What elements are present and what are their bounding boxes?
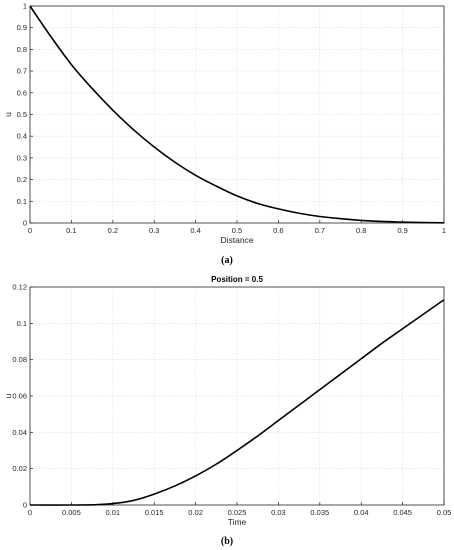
chart-b-ytick-label-6: 0.12 xyxy=(12,283,27,292)
chart-a-xtick-label-2: 0.2 xyxy=(108,226,118,235)
chart-a-xtick-label-8: 0.8 xyxy=(356,226,366,235)
chart-a-series-line xyxy=(29,5,445,224)
chart-a-ytick-label-6: 0.6 xyxy=(17,88,27,97)
chart-b-ytick-label-1: 0.02 xyxy=(12,464,27,473)
chart-a-xtick-label-10: 1 xyxy=(442,226,446,235)
chart-b-ytick-label-5: 0.1 xyxy=(17,319,27,328)
chart-a-xtick-label-1: 0.1 xyxy=(66,226,76,235)
chart-a-ytick-label-2: 0.2 xyxy=(17,175,27,184)
chart-b-xtick-label-3: 0.015 xyxy=(145,508,164,517)
chart-a-ytick-label-7: 0.7 xyxy=(17,67,27,76)
chart-b-xtick-label-5: 0.025 xyxy=(228,508,247,517)
chart-b-ytick-label-0: 0 xyxy=(23,501,27,510)
chart-b-ylabel: u xyxy=(3,393,13,398)
chart-a-xtick-label-3: 0.3 xyxy=(149,226,159,235)
chart-a: 0 0.1 0.2 0.3 0.4 0.5 0.6 0.7 0.8 0.9 1 0 0.1 0.2 0.3 0… xyxy=(3,2,446,267)
chart-b-xtick-label-4: 0.02 xyxy=(188,508,203,517)
chart-a-ytick-label-8: 0.8 xyxy=(17,45,27,54)
chart-b-title: Position = 0.5 xyxy=(211,275,263,284)
chart-a-ylabel: u xyxy=(3,112,13,117)
chart-a-caption: (a) xyxy=(221,255,233,266)
chart-b-ytick-label-3: 0.06 xyxy=(12,392,27,401)
chart-b-xtick-label-7: 0.035 xyxy=(310,508,329,517)
chart-b-xtick-label-0: 0 xyxy=(28,508,32,517)
chart-a-ytick-label-10: 1 xyxy=(23,2,27,11)
chart-a-ytick-label-3: 0.3 xyxy=(17,153,27,162)
chart-a-gridlines xyxy=(29,5,445,224)
chart-b: Position = 0.5 0 0.005 0.01 0.015 0.02 0.025 0… xyxy=(3,275,451,547)
chart-b-xtick-label-1: 0.005 xyxy=(62,508,81,517)
chart-b-ytick-label-2: 0.04 xyxy=(12,428,27,437)
chart-b-xtick-label-8: 0.04 xyxy=(354,508,369,517)
chart-a-ytick-label-1: 0.1 xyxy=(17,197,27,206)
chart-b-xtick-label-10: 0.05 xyxy=(437,508,452,517)
chart-a-ticks: 0 0.1 0.2 0.3 0.4 0.5 0.6 0.7 0.8 0.9 1 0 0.1 0.2 0.3 0… xyxy=(17,2,447,236)
chart-a-xtick-label-0: 0 xyxy=(28,226,32,235)
chart-a-ytick-label-5: 0.5 xyxy=(17,110,27,119)
chart-a-xlabel: Distance xyxy=(220,235,253,245)
chart-a-ytick-label-0: 0 xyxy=(23,219,27,228)
chart-a-xtick-label-6: 0.6 xyxy=(273,226,283,235)
chart-b-series-line xyxy=(29,299,445,506)
chart-a-xtick-label-5: 0.5 xyxy=(232,226,242,235)
chart-b-xtick-label-2: 0.01 xyxy=(105,508,120,517)
chart-a-ytick-label-9: 0.9 xyxy=(17,23,27,32)
chart-a-ytick-label-4: 0.4 xyxy=(17,132,27,141)
chart-a-xtick-label-9: 0.9 xyxy=(397,226,407,235)
chart-a-xtick-label-7: 0.7 xyxy=(315,226,325,235)
chart-b-xlabel: Time xyxy=(228,517,247,527)
chart-b-gridlines xyxy=(29,286,445,506)
chart-b-xtick-label-9: 0.045 xyxy=(393,508,412,517)
chart-b-ticks: 0 0.005 0.01 0.015 0.02 0.025 0.03 0.035 0.04 0.0… xyxy=(12,283,451,518)
chart-b-xtick-label-6: 0.03 xyxy=(271,508,286,517)
chart-b-caption: (b) xyxy=(221,536,233,547)
chart-a-xtick-label-4: 0.4 xyxy=(190,226,200,235)
chart-b-ytick-label-4: 0.08 xyxy=(12,355,27,364)
